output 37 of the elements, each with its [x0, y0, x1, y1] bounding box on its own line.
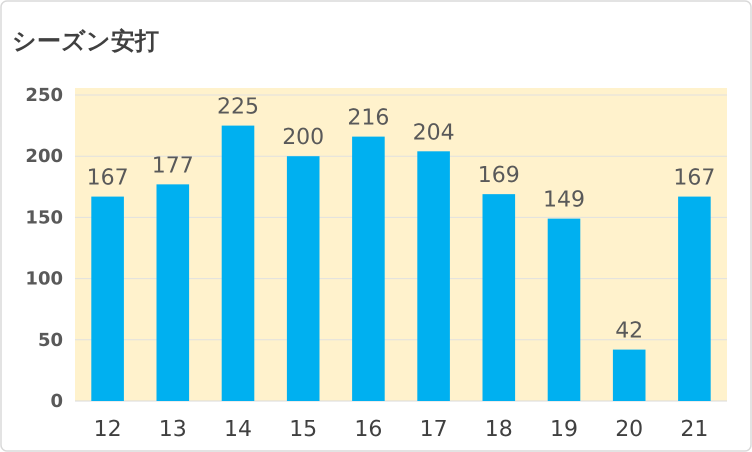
bar	[548, 218, 580, 401]
data-label: 216	[347, 106, 390, 131]
y-tick-label: 0	[50, 391, 63, 412]
x-tick-label: 14	[224, 417, 252, 442]
y-tick-label: 100	[25, 268, 63, 290]
data-label: 204	[412, 120, 455, 146]
data-label: 149	[543, 188, 585, 213]
x-tick-label: 12	[94, 417, 122, 442]
x-tick-label: 15	[289, 417, 318, 442]
data-label: 225	[217, 94, 259, 120]
x-tick-label: 16	[354, 417, 382, 442]
data-label: 200	[282, 125, 324, 150]
x-tick-label: 19	[550, 417, 578, 442]
y-tick-label: 200	[25, 146, 63, 168]
data-label: 167	[673, 166, 716, 191]
y-tick-label: 250	[25, 85, 63, 106]
bar	[482, 194, 516, 401]
x-tick-label: 20	[615, 417, 644, 442]
y-tick-label: 150	[25, 207, 63, 228]
data-label: 177	[152, 153, 194, 178]
x-tick-label: 18	[484, 417, 513, 442]
x-tick-label: 21	[680, 417, 708, 442]
bar	[417, 151, 450, 401]
bar	[612, 350, 646, 401]
bar	[91, 196, 124, 401]
x-tick-label: 13	[158, 417, 187, 442]
bar	[222, 126, 254, 401]
bar	[678, 196, 711, 401]
data-label: 169	[478, 163, 520, 188]
chart-title: シーズン安打	[12, 27, 159, 55]
bar	[156, 184, 190, 401]
y-tick-label: 50	[38, 330, 63, 351]
bar	[286, 156, 320, 401]
x-tick-label: 17	[420, 417, 448, 442]
data-label: 167	[86, 166, 129, 191]
bar	[352, 136, 385, 401]
data-label: 42	[615, 318, 644, 344]
